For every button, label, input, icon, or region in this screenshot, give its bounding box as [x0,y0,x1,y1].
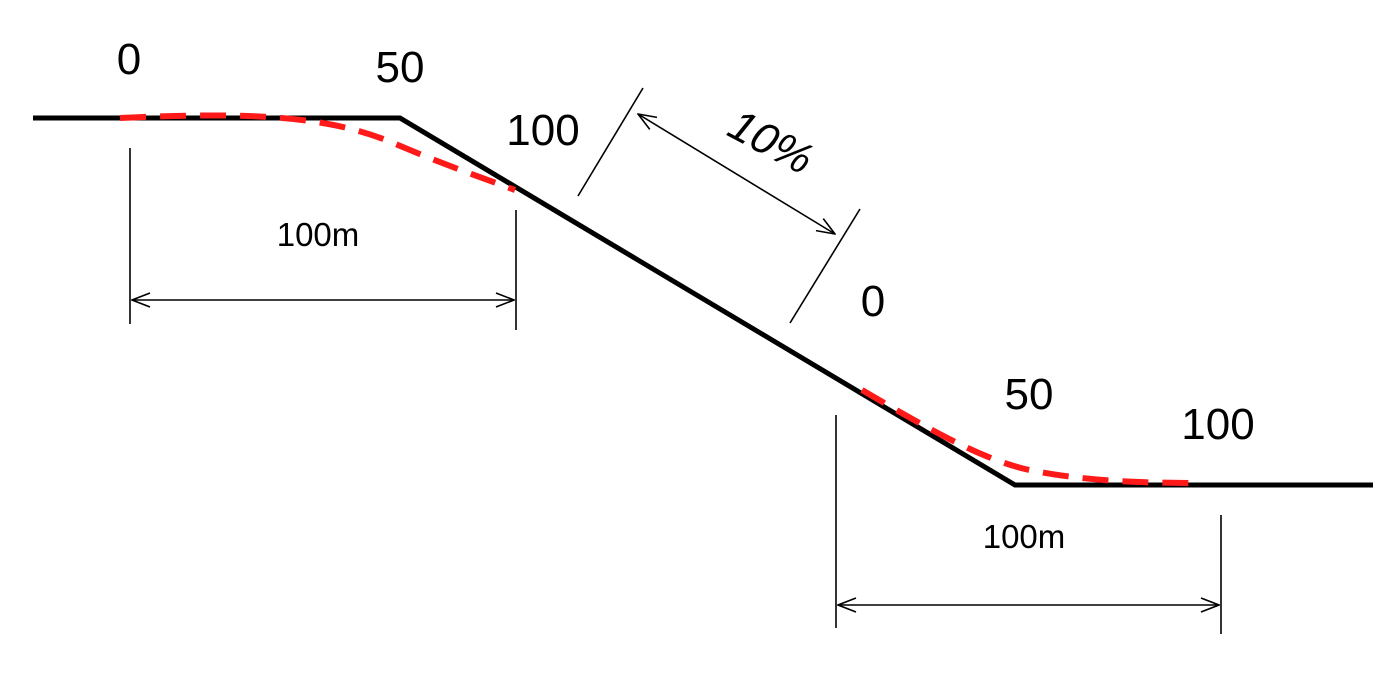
upper-vertical-curve [119,112,517,193]
upper-curve-end-label: 100 [506,106,579,155]
upper-distance-label: 100m [277,216,360,253]
upper-curve-start-label: 0 [117,35,141,84]
lower-curve-start-label: 0 [861,277,885,326]
lower-curve-end-label: 100 [1181,400,1254,449]
lower-distance-label: 100m [983,518,1066,555]
slope-dimension-upper-tick [577,87,644,197]
lower-vertical-curve [860,387,1201,486]
slope-dimension-lower-tick [789,208,861,324]
upper-curve-mid-label: 50 [376,43,425,92]
lower-curve-mid-label: 50 [1005,370,1054,419]
road-profile-line [33,115,1373,488]
slope-grade-label: 10% [720,100,821,185]
slope-dimension-arrow [638,114,835,234]
